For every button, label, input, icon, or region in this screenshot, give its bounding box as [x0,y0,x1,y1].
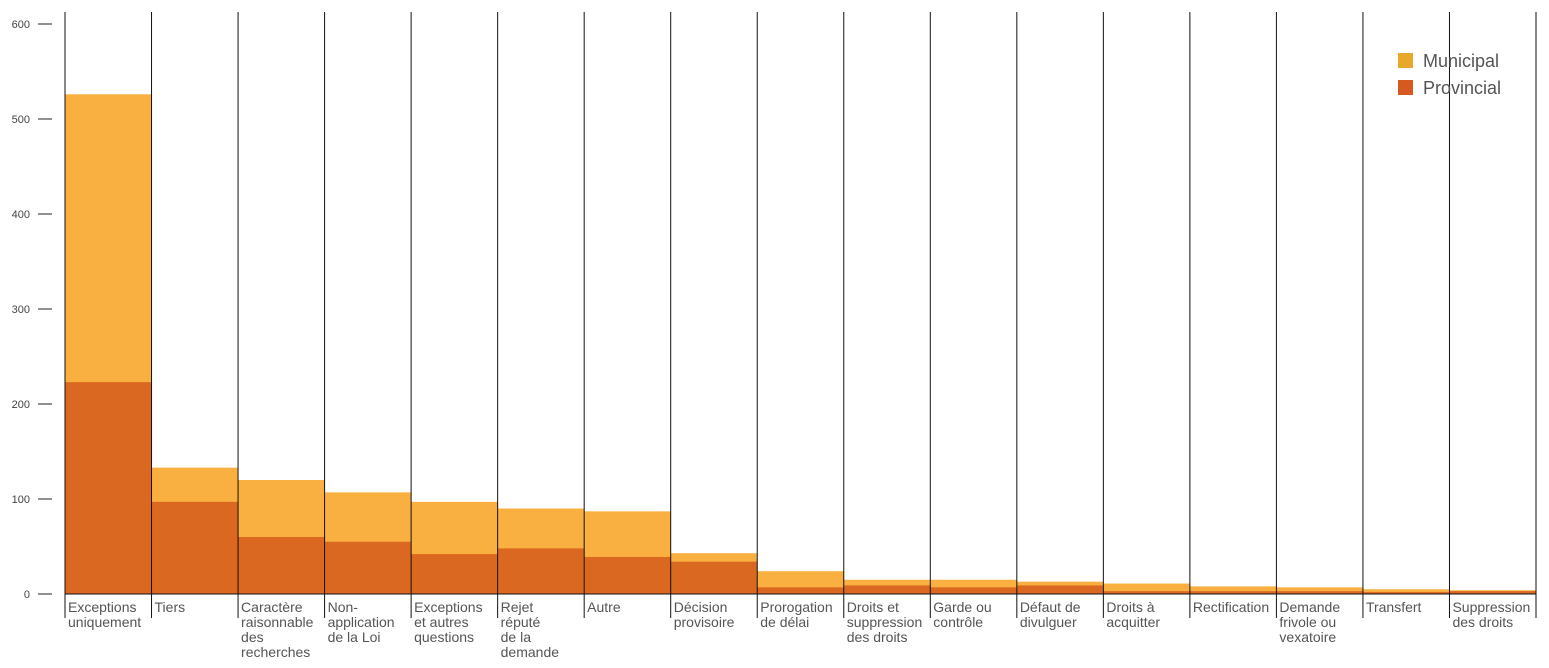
bar-provincial [1189,591,1277,594]
x-category-label-line: Caractère [241,599,303,615]
x-category-label-line: réputé [501,614,541,630]
x-category-label: Suppression des droits [1452,599,1530,630]
x-category-label-line: Tiers [155,599,186,615]
bar-provincial [151,501,239,594]
y-tick-label: 500 [12,114,30,126]
x-category-label: Caractère raisonnable des recherches [241,599,314,660]
x-category-label-line: vexatoire [1279,629,1336,645]
series-provincial-bars [65,382,1536,594]
y-tick-label: 100 [12,494,30,506]
x-category-label-line: et autres [414,614,468,630]
y-tick-label: 300 [12,304,30,316]
x-category-label-line: Rectification [1193,599,1269,615]
legend-swatch-municipal [1398,53,1413,68]
x-category-label-line: Exceptions [414,599,482,615]
bar-provincial [1449,591,1536,594]
x-category-label-line: questions [414,629,474,645]
x-category-label-line: des droits [1452,614,1513,630]
y-axis: 0 100 200 300 400 500 600 [12,19,52,601]
x-category-label-line: demande [501,644,560,660]
x-category-label-line: application [328,614,395,630]
x-category-label-line: raisonnable [241,614,314,630]
bar-provincial [1362,592,1450,594]
x-category-label-line: de la [501,629,532,645]
x-category-label-line: uniquement [68,614,141,630]
x-category-label-line: des [241,629,264,645]
bar-provincial [584,556,671,594]
bar-municipal [1189,586,1277,594]
x-category-label-line: contrôle [933,614,983,630]
bar-provincial [497,548,585,594]
legend-label-municipal: Municipal [1423,51,1499,71]
bar-provincial [757,587,844,594]
x-category-label-line: acquitter [1106,614,1160,630]
x-category-label-line: divulguer [1020,614,1077,630]
bar-provincial [1016,585,1104,594]
bar-provincial [411,554,498,594]
x-category-label-line: Transfert [1366,599,1422,615]
y-tick-label: 600 [12,19,30,31]
x-category-label: Prorogation de délai [760,599,832,630]
category-dividers [64,12,1537,618]
x-category-label-line: de délai [760,614,809,630]
x-category-label: Garde ou contrôle [933,599,991,630]
bar-provincial [324,541,412,594]
x-category-label-line: Suppression [1452,599,1530,615]
x-category-label-line: suppression [847,614,923,630]
x-category-label: Demande frivole ou vexatoire [1279,599,1340,645]
x-category-label-line: Décision [674,599,728,615]
x-category-label-line: de la Loi [328,629,381,645]
bar-provincial [1103,591,1190,594]
x-category-label: Exceptions uniquement [68,599,141,630]
bar-provincial [238,537,325,594]
x-category-label-line: Droits et [847,599,899,615]
x-category-label-line: provisoire [674,614,735,630]
x-category-label-line: Autre [587,599,621,615]
bar-municipal [1103,583,1190,594]
x-category-label-line: Non- [328,599,359,615]
bar-provincial [1276,591,1363,594]
x-category-label-line: Garde ou [933,599,991,615]
x-category-label-line: Demande [1279,599,1340,615]
bar-provincial [843,585,931,594]
x-category-label: Exceptions et autres questions [414,599,482,645]
bar-provincial [930,587,1017,594]
x-category-label-line: Droits à [1106,599,1154,615]
x-category-label-line: Défaut de [1020,599,1081,615]
x-category-label-line: Rejet [501,599,534,615]
bar-municipal [1362,589,1450,594]
bar-provincial [65,382,152,594]
bar-provincial [670,561,758,594]
x-category-label: Rectification [1193,599,1269,615]
x-category-label-line: Prorogation [760,599,832,615]
x-category-label: Défaut de divulguer [1020,599,1081,630]
x-category-label-line: des droits [847,629,908,645]
x-category-label: Droits à acquitter [1106,599,1160,630]
y-tick-label: 400 [12,209,30,221]
y-tick-label: 0 [24,589,30,601]
x-category-label: Décision provisoire [674,599,735,630]
x-category-label: Tiers [155,599,186,615]
x-category-label-line: Exceptions [68,599,136,615]
x-category-label-line: recherches [241,644,310,660]
legend: Municipal Provincial [1398,51,1501,98]
x-category-label: Transfert [1366,599,1422,615]
x-category-label: Rejet réputé de la demande [501,599,560,660]
x-category-label-line: frivole ou [1279,614,1336,630]
legend-label-provincial: Provincial [1423,78,1501,98]
legend-swatch-provincial [1398,80,1413,95]
x-category-label: Droits et suppression des droits [847,599,923,645]
x-category-label: Non-application de la Loi [328,599,395,645]
bar-municipal [1276,587,1363,594]
x-category-label: Autre [587,599,621,615]
series-municipal-bars [65,94,1536,595]
y-tick-label: 200 [12,399,30,411]
